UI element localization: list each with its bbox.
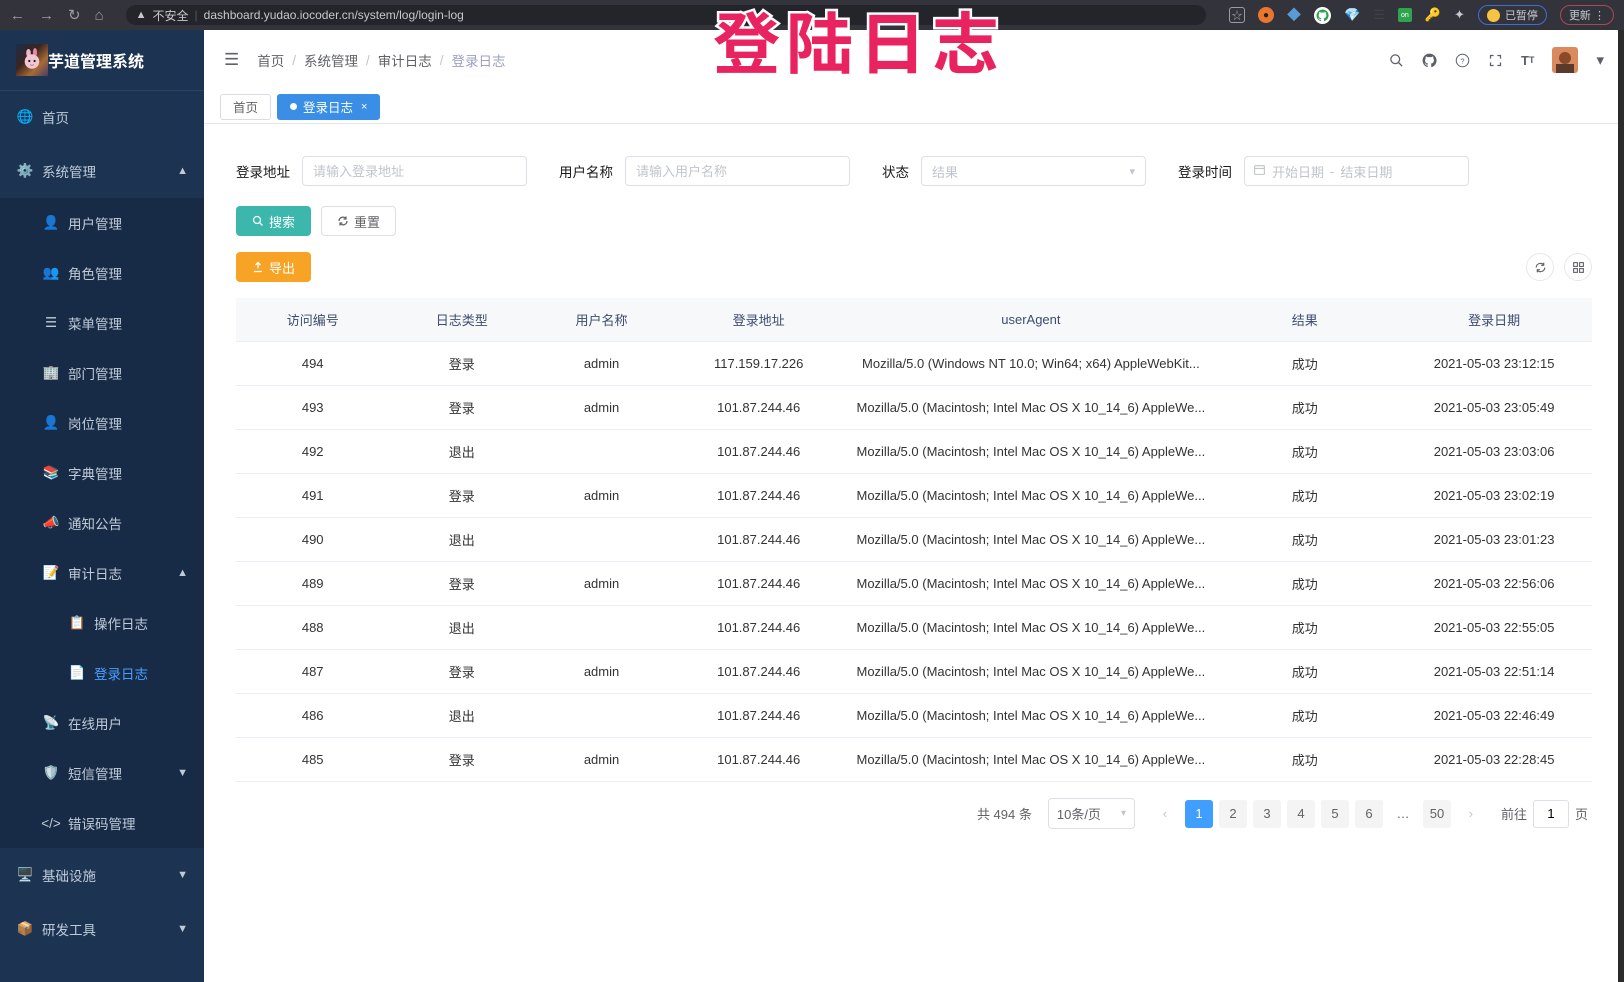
svg-text:?: ? bbox=[1460, 56, 1464, 65]
